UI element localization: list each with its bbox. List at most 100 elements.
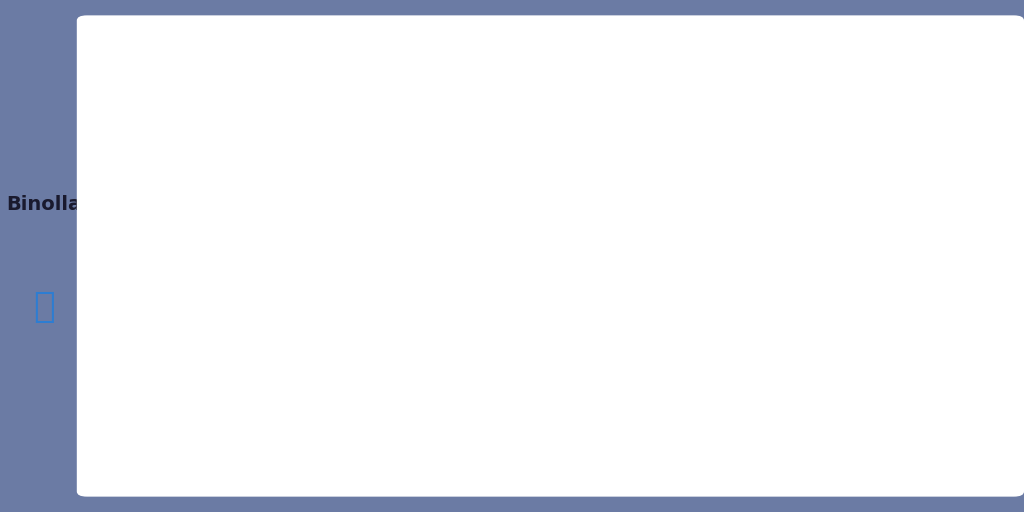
Bar <box>248 436 261 440</box>
Bar <box>687 159 700 169</box>
Bar <box>490 432 504 436</box>
Bar <box>490 436 504 440</box>
Bar <box>324 436 337 440</box>
Bar <box>778 129 792 140</box>
Bar <box>551 343 564 347</box>
Bar <box>460 421 473 440</box>
Bar <box>263 436 276 440</box>
Bar <box>642 214 655 440</box>
Bar <box>521 387 535 392</box>
Bar <box>657 188 671 199</box>
Bar <box>733 140 746 440</box>
Bar <box>203 429 216 436</box>
Bar <box>339 429 352 436</box>
Bar <box>324 429 337 436</box>
Bar <box>900 140 913 440</box>
Bar <box>627 263 640 273</box>
Bar <box>930 140 943 440</box>
Bar <box>415 429 428 436</box>
Bar <box>384 436 397 440</box>
Bar <box>187 436 201 440</box>
Text: Binolla: Binolla <box>6 195 81 215</box>
Bar <box>370 429 383 436</box>
Bar <box>384 429 397 436</box>
Text: Dec 2021: Dec 2021 <box>440 462 494 473</box>
Bar <box>657 199 671 440</box>
Bar <box>718 155 731 440</box>
Bar <box>141 421 155 429</box>
Bar <box>127 351 140 440</box>
Text: 3.1: 3.1 <box>970 251 986 262</box>
Bar <box>611 273 625 440</box>
Bar <box>930 129 943 140</box>
Bar <box>127 336 140 351</box>
Bar <box>627 273 640 440</box>
Bar <box>597 292 610 303</box>
Bar <box>112 336 125 440</box>
Bar <box>475 432 488 436</box>
Bar <box>778 140 792 440</box>
Bar <box>854 140 867 440</box>
Bar <box>794 129 807 140</box>
Text: © Fair Economy: © Fair Economy <box>116 100 195 110</box>
Bar <box>551 347 564 440</box>
Bar <box>475 436 488 440</box>
Bar <box>415 436 428 440</box>
Bar <box>794 140 807 440</box>
Bar <box>824 129 838 140</box>
Bar <box>718 144 731 155</box>
Bar <box>642 203 655 214</box>
Bar <box>702 155 716 440</box>
Bar <box>854 129 867 140</box>
Bar <box>702 144 716 155</box>
Bar <box>824 140 838 440</box>
Bar <box>885 140 898 440</box>
Bar <box>279 436 292 440</box>
Bar <box>279 429 292 436</box>
Bar <box>582 322 595 332</box>
Bar <box>294 429 307 436</box>
Bar <box>885 129 898 140</box>
Bar <box>430 429 443 436</box>
Bar <box>915 140 929 440</box>
Bar <box>294 436 307 440</box>
Bar <box>582 332 595 440</box>
Bar <box>263 429 276 436</box>
Bar <box>157 429 170 436</box>
Bar <box>172 436 185 440</box>
Bar <box>521 392 535 440</box>
Bar <box>673 199 686 440</box>
Bar <box>141 429 155 440</box>
Bar <box>217 436 231 440</box>
Bar <box>673 188 686 199</box>
Bar <box>536 392 549 440</box>
Bar <box>506 417 519 421</box>
Bar <box>749 140 762 440</box>
Bar <box>506 421 519 440</box>
Bar <box>915 129 929 140</box>
Bar <box>248 429 261 436</box>
Bar <box>445 429 459 436</box>
Bar <box>172 429 185 436</box>
Bar <box>308 436 322 440</box>
Bar <box>232 436 246 440</box>
Bar <box>687 169 700 440</box>
Bar <box>536 387 549 392</box>
Bar <box>611 263 625 273</box>
Bar <box>354 429 368 436</box>
Bar <box>749 129 762 140</box>
Bar <box>354 436 368 440</box>
Bar <box>399 429 413 436</box>
Bar <box>370 436 383 440</box>
Bar <box>430 436 443 440</box>
Bar <box>203 436 216 440</box>
Bar <box>187 429 201 436</box>
Bar <box>733 129 746 140</box>
Bar <box>399 436 413 440</box>
Bar <box>308 429 322 436</box>
Bar <box>763 129 776 140</box>
Bar <box>809 140 822 440</box>
Bar <box>566 332 580 440</box>
Bar <box>869 140 883 440</box>
Bar <box>445 436 459 440</box>
